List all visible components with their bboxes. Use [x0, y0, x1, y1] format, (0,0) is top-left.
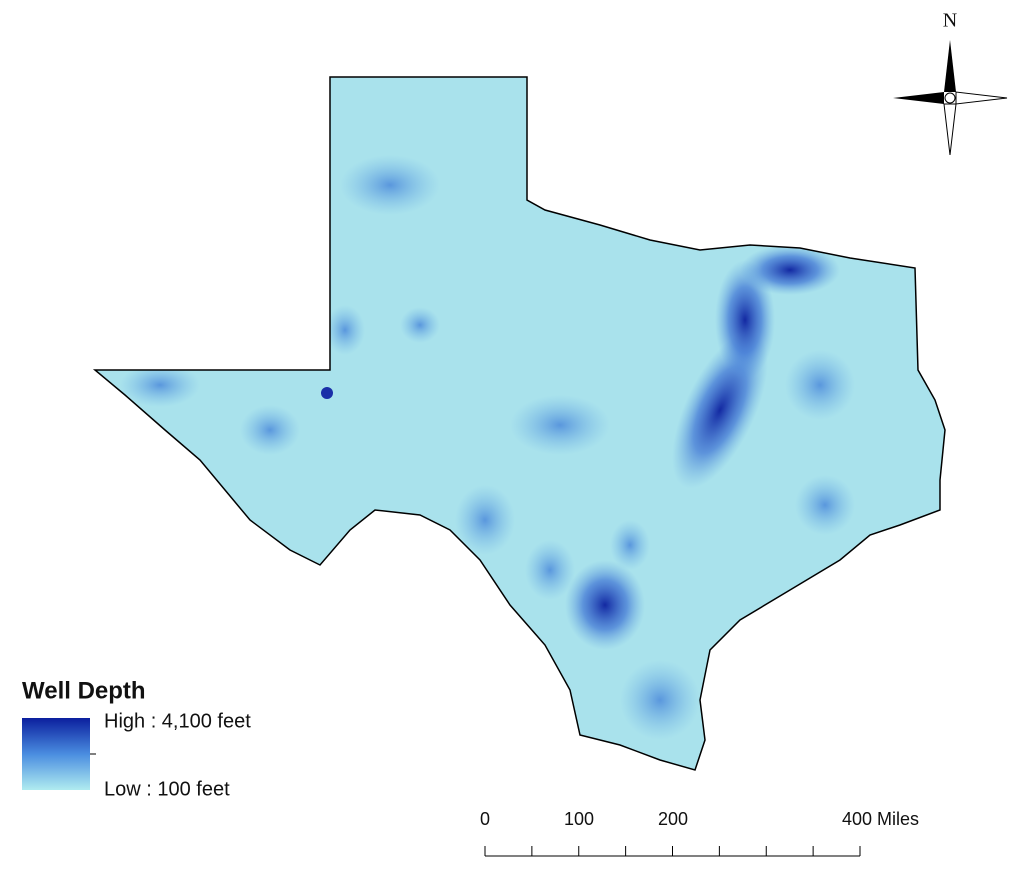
legend-ramp [22, 718, 90, 790]
scale-label: 100 [564, 809, 594, 829]
north-label: N [943, 10, 957, 32]
scale-label: 400 Miles [842, 809, 919, 829]
legend-low: Low : 100 feet [104, 778, 230, 800]
scale-label: 0 [480, 809, 490, 829]
legend: Well Depth High : 4,100 feet Low : 100 f… [22, 677, 251, 800]
legend-high: High : 4,100 feet [104, 710, 251, 732]
texas-surface [94, 76, 946, 771]
scale-bar: 0 100 200 400 Miles [480, 809, 919, 857]
scale-label: 200 [658, 809, 688, 829]
legend-title: Well Depth [22, 677, 146, 704]
north-arrow: N [893, 10, 1008, 156]
